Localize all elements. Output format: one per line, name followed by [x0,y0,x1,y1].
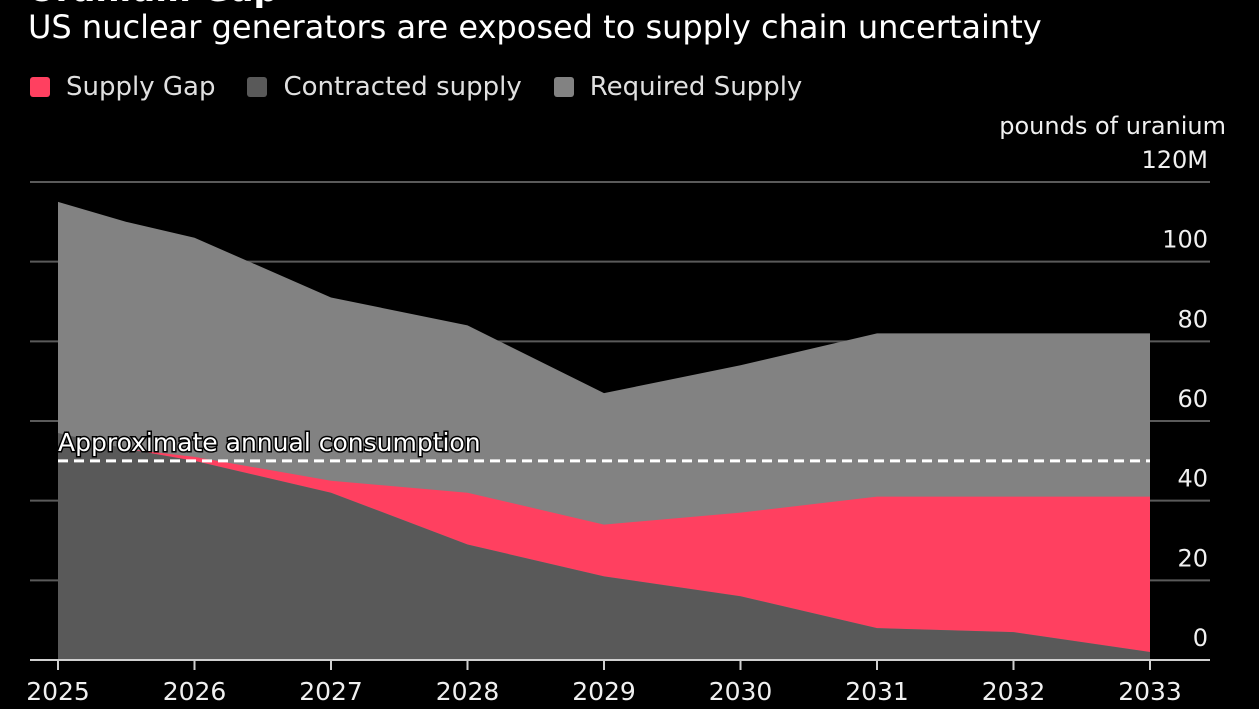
area-contracted-supply [58,432,1150,660]
legend-label-required-supply: Required Supply [589,72,803,102]
y-axis-unit-label: pounds of uranium [999,112,1226,140]
y-tick-label-40: 40 [1177,465,1208,493]
x-tick-label-2026: 2026 [163,677,227,706]
x-tick-label-2027: 2027 [299,677,363,706]
reference-layer: Approximate annual consumption [57,426,1150,463]
y-tick-label-60: 60 [1177,385,1208,413]
y-tick-label-120: 120M [1141,146,1208,174]
legend-label-contracted-supply: Contracted supply [283,72,522,102]
y-tick-label-20: 20 [1177,544,1208,572]
legend-swatch-contracted-supply [247,77,268,97]
areas-layer [58,201,1150,660]
x-tick-label-2030: 2030 [709,677,773,706]
legend-swatch-supply-gap [30,77,50,97]
chart-subtitle: US nuclear generators are exposed to sup… [28,8,1042,46]
reference-line-label: Approximate annual consumption [58,428,481,457]
legend-item-contracted-supply: Contracted supply [247,72,522,102]
y-tick-label-100: 100 [1162,226,1208,254]
x-tick-label-2025: 2025 [26,677,90,706]
y-tick-label-0: 0 [1193,624,1208,652]
legend-item-supply-gap: Supply Gap [30,72,215,102]
x-tick-label-2028: 2028 [436,677,500,706]
chart-main-title: Uranium Gap [28,0,278,10]
x-tick-label-2032: 2032 [982,677,1046,706]
legend-swatch-required-supply [553,77,574,97]
axes-layer: 120M 100 80 60 40 20 0 2025 2026 2027 2028 2029 2030… [26,146,1210,706]
x-tick-label-2033: 2033 [1118,677,1182,706]
chart-legend: Supply Gap Contracted supply Required Su… [30,72,834,102]
legend-item-required-supply: Required Supply [553,72,803,102]
x-tick-label-2029: 2029 [572,677,636,706]
legend-label-supply-gap: Supply Gap [66,72,216,102]
y-tick-label-80: 80 [1177,305,1208,333]
x-tick-label-2031: 2031 [845,677,909,706]
area-supply-gap [58,432,1150,653]
